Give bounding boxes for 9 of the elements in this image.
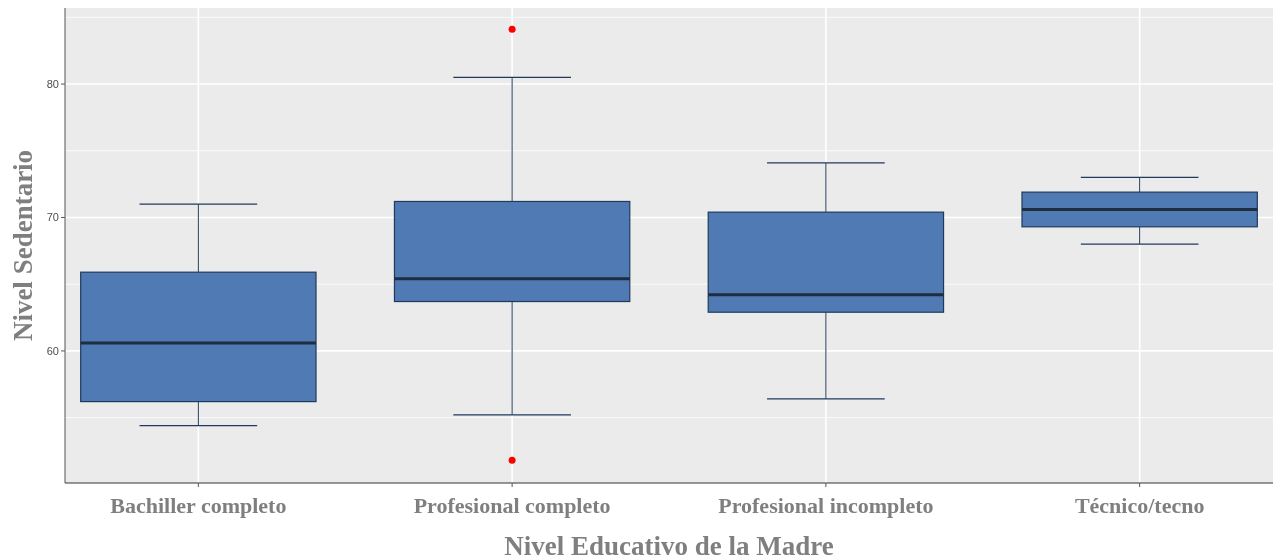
y-tick-label: 60 (46, 344, 59, 357)
x-tick-label: Bachiller completo (110, 493, 287, 518)
x-tick-label: Profesional incompleto (718, 493, 934, 518)
y-tick-label: 70 (46, 211, 59, 224)
y-axis-title: Nivel Sedentario (8, 149, 38, 342)
x-axis-title: Nivel Educativo de la Madre (504, 531, 834, 560)
x-tick-label: Profesional completo (413, 493, 611, 518)
x-tick-label: Técnico/tecno (1074, 493, 1205, 518)
y-tick-label: 80 (46, 77, 59, 90)
